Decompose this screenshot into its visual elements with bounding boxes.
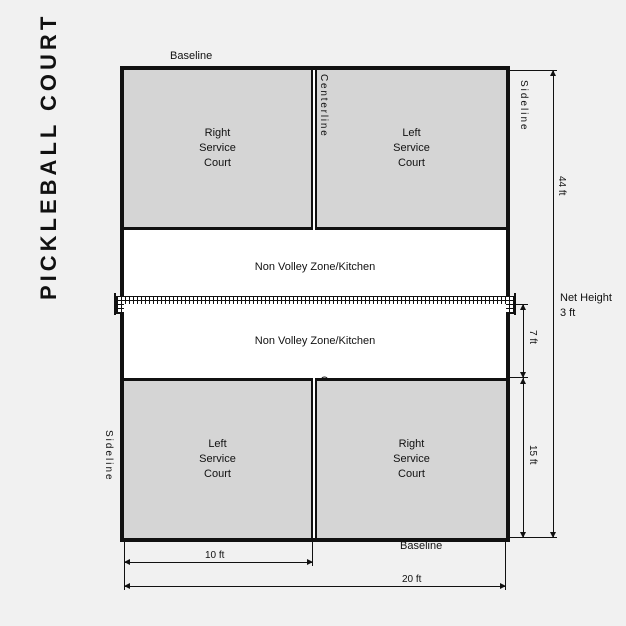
dim-20ft-label: 20 ft xyxy=(402,574,421,585)
dim-connector xyxy=(506,70,556,71)
dim-line-20ft xyxy=(124,586,506,587)
dim-connector xyxy=(312,538,313,565)
service-label: Right Service Court xyxy=(393,437,430,482)
dim-44ft-label: 44 ft xyxy=(556,176,567,195)
centerline-label-top: Centerline xyxy=(318,74,329,138)
net-height-value: 3 ft xyxy=(560,307,575,319)
dim-line-7ft xyxy=(523,304,524,378)
net-post-left xyxy=(114,293,116,315)
dim-15ft-label: 15 ft xyxy=(527,445,538,464)
service-label: Left Service Court xyxy=(199,437,236,482)
sideline-label-left: Sideline xyxy=(103,430,114,482)
dim-line-10ft xyxy=(124,562,313,563)
net-height-label: Net Height 3 ft xyxy=(560,291,612,321)
service-label: Right Service Court xyxy=(199,126,236,171)
dim-line-15ft xyxy=(523,378,524,538)
dim-connector xyxy=(124,538,125,588)
non-volley-zone-lower: Non Volley Zone/Kitchen xyxy=(124,304,506,378)
baseline-label-bottom: Baseline xyxy=(400,540,442,552)
top-right-service-court: Right Service Court xyxy=(124,70,313,230)
net-height-text: Net Height xyxy=(560,292,612,304)
arrow-icon xyxy=(520,378,526,384)
nvz-label: Non Volley Zone/Kitchen xyxy=(255,335,375,347)
top-left-service-court: Left Service Court xyxy=(315,70,506,230)
bottom-right-service-court: Right Service Court xyxy=(315,378,506,538)
sideline-label-right: Sideline xyxy=(518,80,529,132)
dim-10ft-label: 10 ft xyxy=(205,550,224,561)
dim-line-44ft xyxy=(553,70,554,538)
dim-connector xyxy=(506,304,528,305)
dim-7ft-label: 7 ft xyxy=(527,330,538,344)
court-outline: Right Service Court Left Service Court C… xyxy=(120,66,510,542)
pickleball-court-diagram: PICKLEBALL COURT Baseline Sideline Sidel… xyxy=(0,0,626,626)
nvz-label: Non Volley Zone/Kitchen xyxy=(255,261,375,273)
non-volley-zone-upper: Non Volley Zone/Kitchen xyxy=(124,230,506,304)
dim-connector xyxy=(505,538,506,588)
service-label: Left Service Court xyxy=(393,126,430,171)
baseline-label-top: Baseline xyxy=(170,50,212,62)
page-title: PICKLEBALL COURT xyxy=(36,13,62,300)
dim-connector xyxy=(506,537,556,538)
bottom-left-service-court: Left Service Court xyxy=(124,378,313,538)
dim-connector xyxy=(506,377,528,378)
